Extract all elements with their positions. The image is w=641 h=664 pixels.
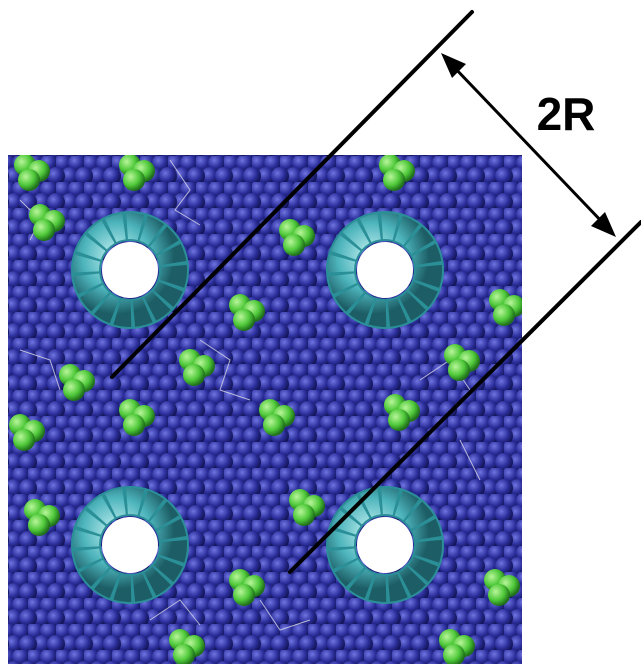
molecular-render [8,154,525,664]
dimension-label: 2R [537,88,596,140]
figure: 2R [0,0,641,664]
page: {"annotation": {"label": "2R"}} [0,0,641,664]
